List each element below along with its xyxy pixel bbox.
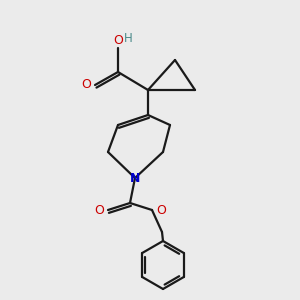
Text: N: N [130,172,140,184]
Text: O: O [81,79,91,92]
Text: H: H [124,32,132,44]
Text: O: O [156,203,166,217]
Text: O: O [94,203,104,217]
Text: O: O [113,34,123,46]
